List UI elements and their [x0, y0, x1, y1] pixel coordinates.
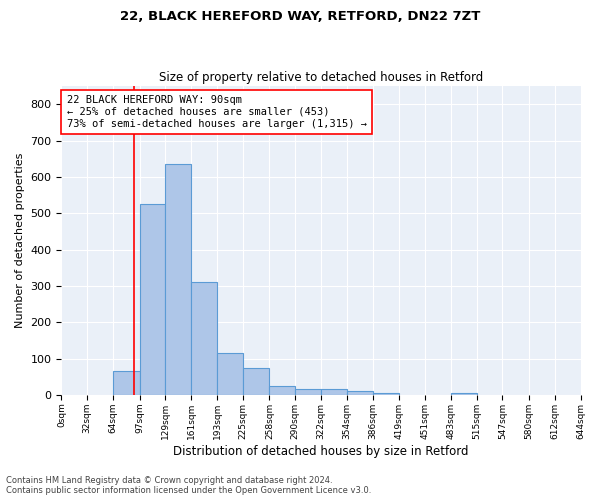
Bar [269, 386, 295, 395]
Text: Contains HM Land Registry data © Crown copyright and database right 2024.
Contai: Contains HM Land Registry data © Crown c… [6, 476, 371, 495]
Text: 22, BLACK HEREFORD WAY, RETFORD, DN22 7ZT: 22, BLACK HEREFORD WAY, RETFORD, DN22 7Z… [120, 10, 480, 23]
Bar [451, 393, 476, 395]
Bar [217, 353, 243, 395]
Bar [140, 204, 166, 395]
Bar [166, 164, 191, 395]
Bar [373, 393, 399, 395]
Bar [191, 282, 217, 395]
Bar [243, 368, 269, 395]
Text: 22 BLACK HEREFORD WAY: 90sqm
← 25% of detached houses are smaller (453)
73% of s: 22 BLACK HEREFORD WAY: 90sqm ← 25% of de… [67, 96, 367, 128]
Bar [113, 372, 140, 395]
X-axis label: Distribution of detached houses by size in Retford: Distribution of detached houses by size … [173, 444, 469, 458]
Bar [321, 390, 347, 395]
Title: Size of property relative to detached houses in Retford: Size of property relative to detached ho… [159, 70, 483, 84]
Bar [347, 392, 373, 395]
Y-axis label: Number of detached properties: Number of detached properties [15, 153, 25, 328]
Bar [295, 390, 321, 395]
